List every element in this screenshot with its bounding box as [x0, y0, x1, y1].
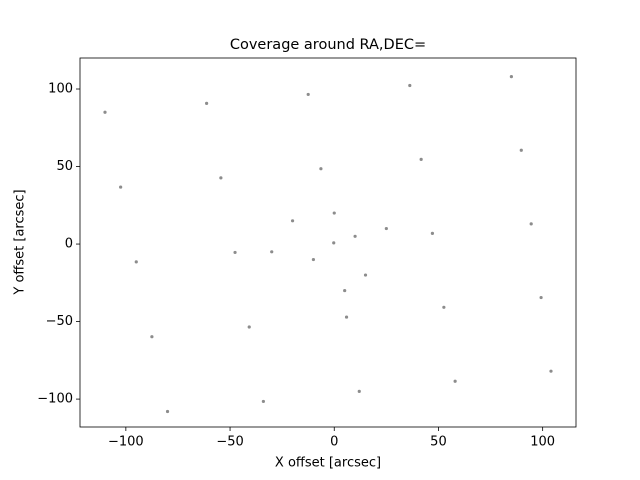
- y-tick-label: −100: [37, 392, 73, 407]
- y-tick-label: −50: [46, 314, 73, 329]
- point: [519, 148, 523, 152]
- point: [332, 241, 336, 245]
- chart-title: Coverage around RA,DEC=: [230, 37, 426, 53]
- x-tick-label: −100: [108, 435, 144, 450]
- point: [319, 167, 323, 171]
- x-tick-label: 0: [330, 435, 338, 450]
- plot-frame: [79, 57, 577, 428]
- point: [363, 273, 368, 277]
- point: [509, 75, 513, 79]
- x-axis-label: X offset [arcsec]: [275, 456, 381, 471]
- y-tick-label: 100: [48, 82, 73, 97]
- point: [205, 101, 209, 105]
- point: [119, 185, 123, 189]
- point: [261, 399, 265, 404]
- point: [419, 157, 423, 161]
- point: [219, 176, 223, 180]
- point: [430, 231, 435, 235]
- point: [332, 211, 336, 215]
- point: [539, 295, 543, 300]
- y-tick-label: 50: [56, 159, 73, 174]
- point: [442, 305, 446, 309]
- point: [353, 234, 357, 238]
- point: [134, 260, 138, 264]
- point: [150, 335, 154, 339]
- point: [384, 226, 388, 231]
- y-tick-label: 0: [65, 237, 73, 252]
- point: [165, 409, 170, 414]
- x-tick-label: 100: [530, 435, 555, 450]
- y-axis-label: Y offset [arcsec]: [13, 189, 28, 295]
- point: [357, 389, 361, 393]
- point: [103, 110, 107, 114]
- point: [549, 369, 553, 373]
- point: [233, 250, 237, 255]
- point: [290, 219, 295, 223]
- point: [453, 379, 457, 383]
- point: [270, 250, 274, 254]
- point: [306, 92, 310, 97]
- point: [311, 257, 316, 262]
- point: [343, 288, 347, 293]
- x-tick-label: −50: [216, 435, 243, 450]
- point: [247, 325, 251, 329]
- point: [344, 315, 349, 319]
- x-tick-label: 50: [430, 435, 447, 450]
- point: [408, 83, 412, 88]
- point: [529, 222, 533, 226]
